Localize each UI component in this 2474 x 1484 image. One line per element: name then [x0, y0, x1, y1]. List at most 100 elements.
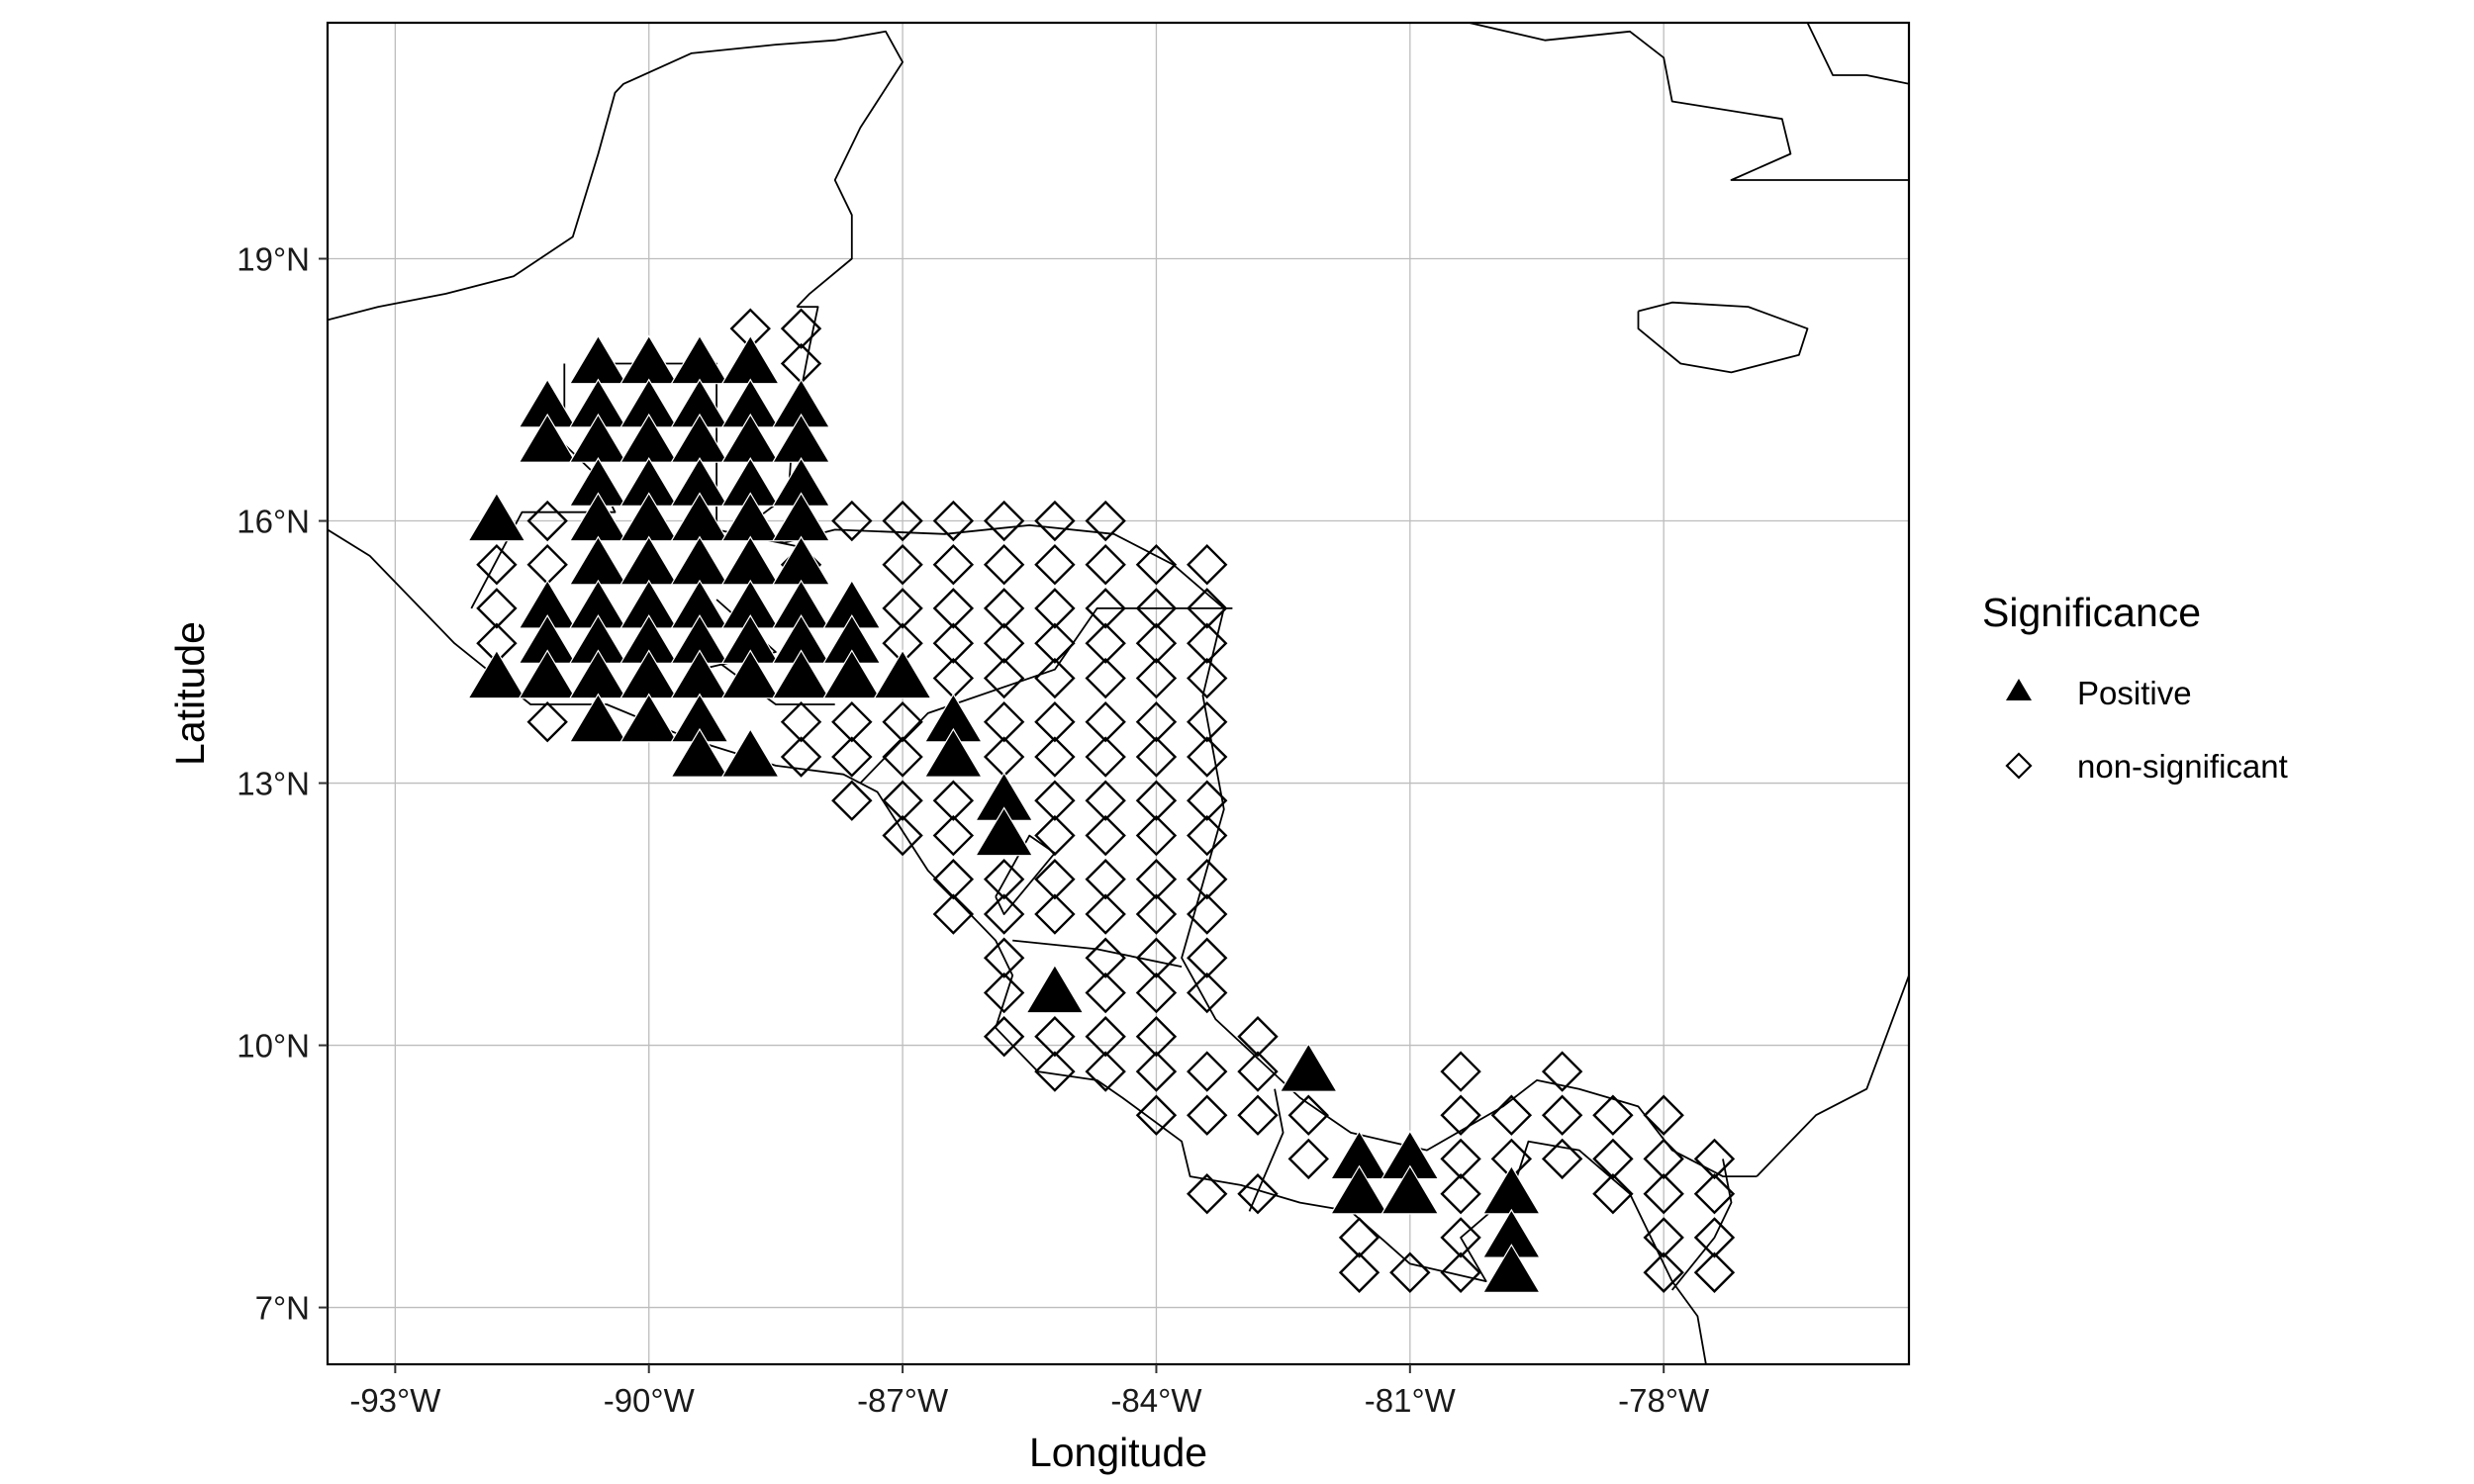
non-significant-point [882, 588, 923, 629]
non-significant-point [932, 859, 975, 900]
legend-title: Significance [1982, 590, 2201, 635]
non-significant-point [983, 588, 1025, 629]
non-significant-point [1440, 1173, 1481, 1215]
non-significant-point [1187, 588, 1228, 629]
non-significant-point [1034, 622, 1076, 664]
non-significant-point [1237, 1173, 1279, 1215]
non-significant-point [1085, 701, 1126, 743]
non-significant-point [882, 780, 923, 821]
non-significant-point [1135, 622, 1178, 664]
non-significant-point [526, 500, 568, 542]
positive-point [1025, 964, 1085, 1014]
non-significant-point [882, 500, 923, 542]
non-significant-point [1187, 859, 1228, 900]
non-significant-point [476, 588, 518, 629]
non-significant-point [1440, 1094, 1481, 1136]
non-significant-point [780, 701, 822, 743]
non-significant-point [1034, 588, 1076, 629]
non-significant-point [1187, 544, 1228, 586]
legend: Significance Positive non-significant [1982, 590, 2288, 785]
non-significant-point [1693, 1138, 1736, 1180]
non-significant-point [1338, 1217, 1380, 1258]
non-significant-point [476, 544, 518, 586]
x-tick-label: -81°W [1365, 1382, 1457, 1419]
non-significant-point [1135, 657, 1178, 699]
non-significant-point [1034, 500, 1076, 542]
x-tick-label: -78°W [1618, 1382, 1710, 1419]
non-significant-point [1135, 1094, 1178, 1136]
non-significant-point [983, 500, 1025, 542]
non-significant-point [983, 859, 1025, 900]
non-significant-point [1085, 937, 1126, 978]
non-significant-point [1187, 893, 1228, 935]
non-significant-point [1135, 972, 1178, 1014]
y-tick-label: 13°N [237, 766, 310, 802]
non-significant-point [1541, 1094, 1583, 1136]
non-significant-point [882, 814, 923, 857]
non-significant-point [1034, 859, 1076, 900]
positive-point [568, 693, 628, 743]
non-significant-point [983, 657, 1025, 699]
coastline-path [1806, 23, 1909, 85]
non-significant-markers [476, 308, 1736, 1293]
non-significant-point [1490, 1094, 1533, 1136]
non-significant-point [1187, 701, 1228, 743]
non-significant-point [780, 736, 822, 778]
x-axis-ticks: -93°W -90°W -87°W -84°W -81°W -78°W [349, 1364, 1710, 1419]
non-significant-point [1643, 1217, 1684, 1258]
non-significant-point [1643, 1138, 1684, 1180]
non-significant-point [1135, 893, 1178, 935]
x-tick-label: -93°W [349, 1382, 441, 1419]
non-significant-point [1135, 544, 1178, 586]
positive-point [619, 693, 679, 743]
y-axis-ticks: 7°N 10°N 13°N 16°N 19°N [237, 241, 328, 1327]
non-significant-point [1034, 814, 1076, 857]
non-significant-point [882, 736, 923, 778]
non-significant-point [983, 972, 1025, 1014]
non-significant-point [983, 701, 1025, 743]
non-significant-point [1187, 1094, 1228, 1136]
positive-point [1329, 1164, 1389, 1215]
positive-point [518, 413, 577, 463]
non-significant-point [1592, 1094, 1634, 1136]
non-significant-point [1034, 780, 1076, 821]
positive-point [1279, 1042, 1338, 1092]
non-significant-point [1135, 1016, 1178, 1058]
non-significant-point [1541, 1138, 1583, 1180]
legend-label-non-significant: non-significant [2077, 748, 2288, 785]
non-significant-point [1187, 814, 1228, 857]
non-significant-point [1085, 622, 1126, 664]
non-significant-point [1085, 859, 1126, 900]
non-significant-point [1338, 1252, 1380, 1293]
positive-point [467, 649, 526, 699]
non-significant-point [1592, 1138, 1634, 1180]
non-significant-point [1034, 657, 1076, 699]
non-significant-point [1237, 1016, 1279, 1058]
non-significant-point [1034, 893, 1076, 935]
positive-point [873, 649, 932, 699]
non-significant-point [1135, 859, 1178, 900]
non-significant-point [526, 701, 568, 743]
non-significant-point [1592, 1173, 1634, 1215]
non-significant-point [1135, 1051, 1178, 1092]
positive-point [975, 806, 1034, 857]
non-significant-point [983, 893, 1025, 935]
non-significant-point [1085, 544, 1126, 586]
legend-triangle-icon [2006, 679, 2032, 700]
non-significant-point [1034, 736, 1076, 778]
coastline-path [1670, 1159, 1733, 1291]
coastline-path [1637, 301, 1809, 374]
non-significant-point [932, 622, 975, 664]
non-significant-point [1187, 937, 1228, 978]
non-significant-point [1135, 937, 1178, 978]
non-significant-point [1085, 780, 1126, 821]
positive-point [670, 727, 729, 778]
non-significant-point [1643, 1094, 1684, 1136]
positive-point [467, 492, 526, 542]
non-significant-point [882, 544, 923, 586]
positive-point [518, 649, 577, 699]
non-significant-point [831, 500, 873, 542]
non-significant-point [1034, 701, 1076, 743]
non-significant-point [1135, 736, 1178, 778]
